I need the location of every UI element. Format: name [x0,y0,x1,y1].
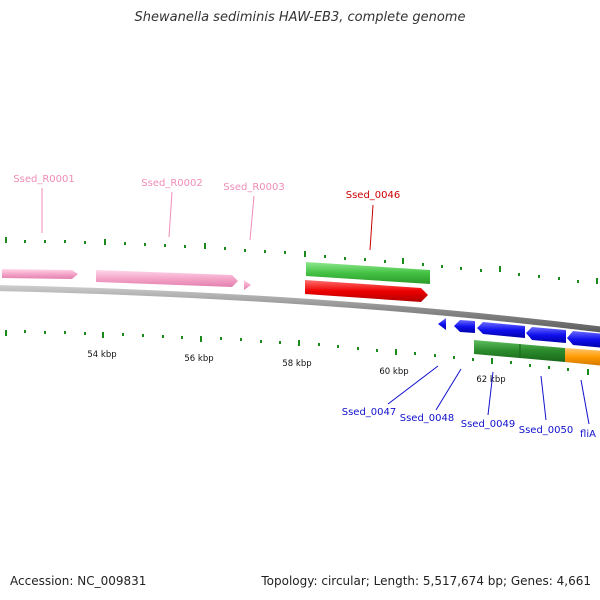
cds-ssed-0049[interactable] [477,322,525,338]
outer-tick-ring [5,237,598,284]
label-ssed-0046[interactable]: Ssed_0046 [346,190,401,201]
scale-label-56kbp: 56 kbp [184,354,213,364]
genome-backbone [0,285,600,333]
rna-feature-ssed-r0003[interactable] [244,280,251,290]
cds-ssed-0050[interactable] [526,327,566,343]
inner-tick-ring [5,330,589,375]
label-ssed-r0002[interactable]: Ssed_R0002 [141,178,202,189]
cds-ssed-0046-forward[interactable] [306,262,430,284]
label-ssed-0050[interactable]: Ssed_0050 [519,425,574,436]
cds-flia[interactable] [567,331,600,348]
label-ssed-0047[interactable]: Ssed_0047 [342,407,397,418]
cds-ssed-0048[interactable] [454,320,475,333]
accession-text: Accession: NC_009831 [10,574,147,588]
scale-label-54kbp: 54 kbp [87,350,116,360]
label-ssed-r0001[interactable]: Ssed_R0001 [13,174,74,185]
scale-label-62kbp: 62 kbp [476,375,505,385]
gene-labels-lower: Ssed_0047 Ssed_0048 Ssed_0049 Ssed_0050 … [342,365,596,440]
cds-ssed-0046-highlight[interactable] [305,280,428,302]
rna-feature-ssed-r0001[interactable] [2,269,78,279]
scale-label-58kbp: 58 kbp [282,359,311,369]
rna-feature-ssed-r0002[interactable] [96,270,238,287]
label-flia[interactable]: fliA [580,429,596,440]
cds-dark-green-block[interactable] [474,340,565,362]
scale-label-60kbp: 60 kbp [379,367,408,377]
rna-labels: Ssed_R0001 Ssed_R0002 Ssed_R0003 Ssed_00… [13,174,401,251]
label-ssed-0049[interactable]: Ssed_0049 [461,419,516,430]
cds-orange-block[interactable] [565,348,600,366]
label-ssed-0048[interactable]: Ssed_0048 [400,413,455,424]
scale-labels: 54 kbp 56 kbp 58 kbp 60 kbp 62 kbp [87,350,505,385]
map-title: Shewanella sediminis HAW-EB3, complete g… [134,10,466,25]
topology-summary: Topology: circular; Length: 5,517,674 bp… [261,574,591,588]
label-ssed-r0003[interactable]: Ssed_R0003 [223,182,284,193]
cds-ssed-0047[interactable] [438,318,446,330]
